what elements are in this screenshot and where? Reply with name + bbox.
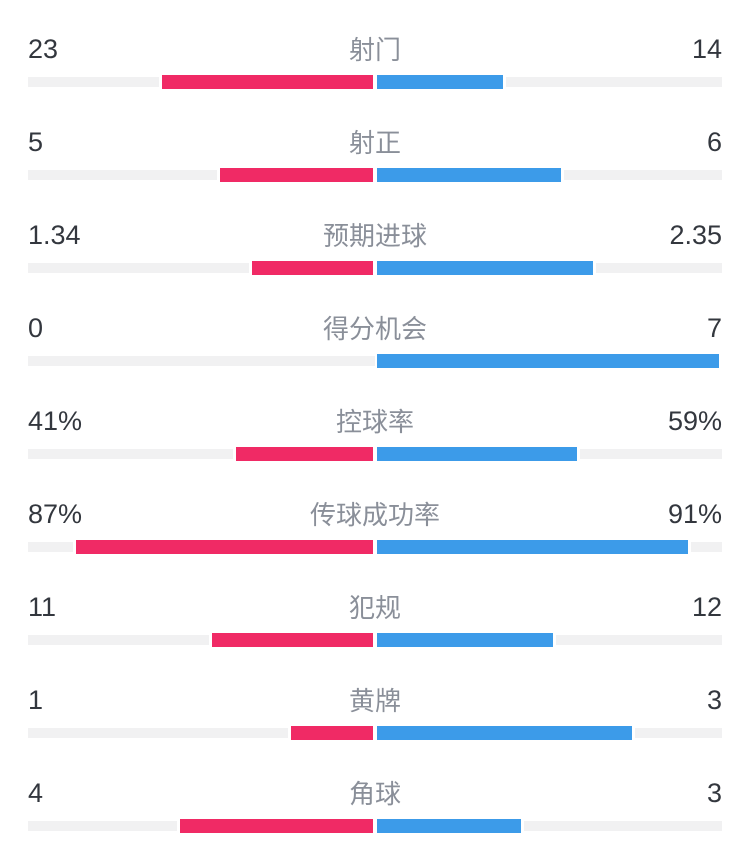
home-bar (233, 447, 375, 461)
away-value: 7 (706, 313, 722, 344)
stat-label: 射正 (348, 128, 402, 159)
away-bar (375, 819, 524, 833)
bar-track (28, 354, 722, 368)
bar-track (28, 540, 722, 554)
bar-track (28, 75, 722, 89)
stat-row-head: 23 射门 14 (28, 13, 722, 65)
away-bar (375, 726, 635, 740)
stat-row: 87% 传球成功率 91% (28, 478, 722, 571)
stat-row: 0 得分机会 7 (28, 292, 722, 385)
home-value: 1 (28, 685, 44, 716)
stat-label: 犯规 (348, 593, 402, 624)
away-bar (375, 540, 691, 554)
stat-row-head: 11 犯规 12 (28, 571, 722, 623)
away-value: 12 (691, 592, 722, 623)
home-bar (177, 819, 375, 833)
stat-label: 角球 (348, 779, 402, 810)
home-bar (249, 261, 375, 275)
bar-track (28, 168, 722, 182)
bar-track (28, 726, 722, 740)
stat-row: 11 犯规 12 (28, 571, 722, 664)
stat-label: 射门 (348, 35, 402, 66)
stat-row: 1 黄牌 3 (28, 664, 722, 757)
away-value: 3 (706, 685, 722, 716)
stat-label: 得分机会 (322, 314, 428, 345)
away-bar (375, 447, 580, 461)
stat-row: 1.34 预期进球 2.35 (28, 199, 722, 292)
stat-row: 23 射门 14 (28, 13, 722, 106)
stat-row-head: 4 角球 3 (28, 757, 722, 809)
away-value: 2.35 (669, 220, 722, 251)
stat-label: 黄牌 (348, 686, 402, 717)
home-value: 1.34 (28, 220, 81, 251)
bar-track (28, 819, 722, 833)
stat-row: 4 角球 3 (28, 757, 722, 850)
away-bar (375, 633, 556, 647)
away-bar (375, 354, 722, 368)
home-bar (159, 75, 375, 89)
away-bar (375, 75, 506, 89)
home-value: 11 (28, 592, 57, 623)
bar-track (28, 261, 722, 275)
away-value: 59% (667, 406, 722, 437)
home-value: 4 (28, 778, 44, 809)
away-value: 91% (667, 499, 722, 530)
bar-track (28, 633, 722, 647)
stat-label: 预期进球 (322, 221, 428, 252)
away-bar (375, 168, 564, 182)
home-value: 41% (28, 406, 83, 437)
stat-row: 5 射正 6 (28, 106, 722, 199)
away-bar (375, 261, 596, 275)
stat-row-head: 5 射正 6 (28, 106, 722, 158)
stat-row-head: 41% 控球率 59% (28, 385, 722, 437)
away-value: 3 (706, 778, 722, 809)
stat-row-head: 87% 传球成功率 91% (28, 478, 722, 530)
home-bar (288, 726, 375, 740)
home-value: 5 (28, 127, 44, 158)
home-value: 0 (28, 313, 44, 344)
away-value: 6 (706, 127, 722, 158)
stat-row-head: 1 黄牌 3 (28, 664, 722, 716)
stat-row-head: 0 得分机会 7 (28, 292, 722, 344)
home-bar (217, 168, 375, 182)
home-bar (209, 633, 375, 647)
home-value: 87% (28, 499, 83, 530)
stat-row: 41% 控球率 59% (28, 385, 722, 478)
stat-label: 控球率 (335, 407, 415, 438)
home-bar (73, 540, 375, 554)
stat-label: 传球成功率 (309, 500, 441, 531)
away-value: 14 (691, 34, 722, 65)
stat-row-head: 1.34 预期进球 2.35 (28, 199, 722, 251)
bar-track (28, 447, 722, 461)
home-value: 23 (28, 34, 59, 65)
